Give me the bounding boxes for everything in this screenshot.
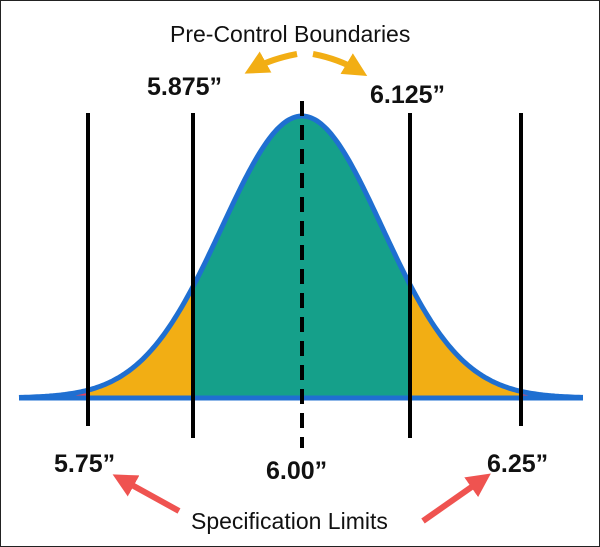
precontrol-high-label: 6.125” (370, 81, 446, 109)
spec-caption: Specification Limits (191, 508, 388, 534)
spec-arrow-right (421, 473, 491, 524)
precontrol-arrow-right (312, 51, 368, 76)
yellow-zone-right (410, 284, 521, 398)
precontrol-caption: Pre-Control Boundaries (170, 21, 411, 47)
precontrol-low-label: 5.875” (147, 73, 223, 101)
yellow-zone-left (88, 286, 193, 398)
spec-low-label: 5.75” (54, 450, 116, 478)
precontrol-arrow-left (244, 51, 298, 74)
center-label: 6.00” (266, 457, 328, 485)
spec-high-label: 6.25” (487, 450, 549, 478)
spec-arrow-left (112, 474, 181, 514)
